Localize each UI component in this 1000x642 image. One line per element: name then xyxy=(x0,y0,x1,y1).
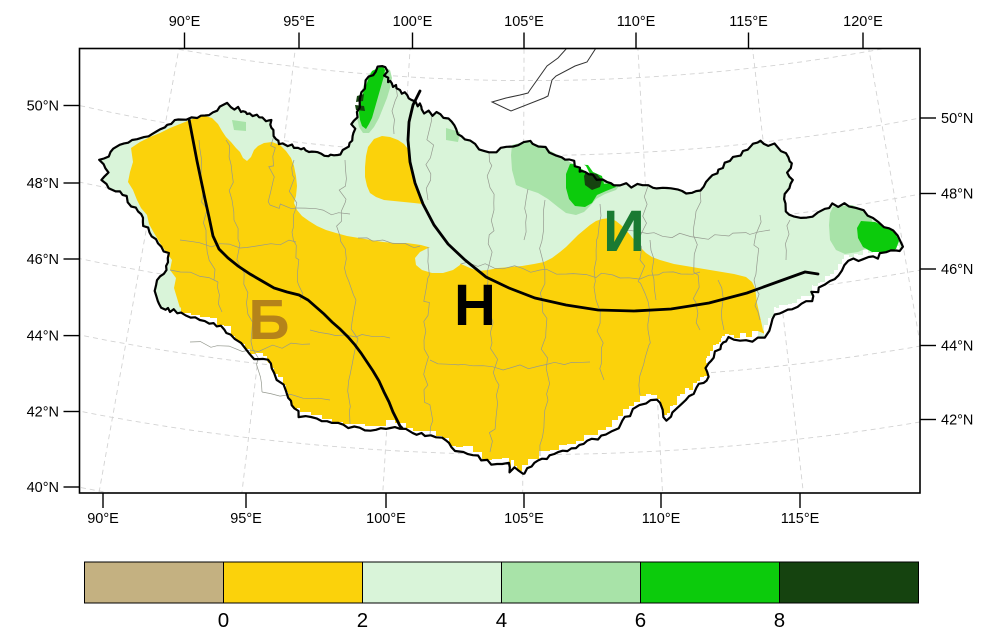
svg-text:48°N: 48°N xyxy=(941,187,973,203)
svg-text:Б: Б xyxy=(249,288,290,352)
svg-text:0: 0 xyxy=(218,609,229,632)
svg-text:40°N: 40°N xyxy=(27,480,59,496)
svg-text:44°N: 44°N xyxy=(27,329,59,345)
svg-text:115°E: 115°E xyxy=(729,14,768,30)
svg-text:100°E: 100°E xyxy=(366,511,406,527)
svg-text:90°E: 90°E xyxy=(87,511,119,527)
svg-text:4: 4 xyxy=(496,609,507,632)
svg-text:110°E: 110°E xyxy=(642,511,681,527)
svg-text:6: 6 xyxy=(635,609,646,632)
svg-text:8: 8 xyxy=(774,609,785,632)
svg-text:44°N: 44°N xyxy=(941,339,973,355)
svg-text:95°E: 95°E xyxy=(230,511,262,527)
svg-text:95°E: 95°E xyxy=(283,14,315,30)
svg-text:105°E: 105°E xyxy=(504,511,544,527)
svg-text:120°E: 120°E xyxy=(843,14,883,30)
svg-text:90°E: 90°E xyxy=(169,14,201,30)
svg-text:105°E: 105°E xyxy=(504,14,544,30)
svg-text:50°N: 50°N xyxy=(941,111,973,127)
svg-text:Н: Н xyxy=(454,273,496,338)
svg-text:46°N: 46°N xyxy=(27,252,59,268)
svg-text:42°N: 42°N xyxy=(941,413,973,429)
svg-text:46°N: 46°N xyxy=(941,262,973,278)
svg-text:И: И xyxy=(603,199,645,264)
svg-text:50°N: 50°N xyxy=(27,99,59,115)
svg-text:42°N: 42°N xyxy=(27,405,59,421)
svg-text:115°E: 115°E xyxy=(781,511,820,527)
svg-text:2: 2 xyxy=(357,609,368,632)
svg-text:100°E: 100°E xyxy=(393,14,433,30)
svg-text:110°E: 110°E xyxy=(617,14,656,30)
svg-text:48°N: 48°N xyxy=(27,176,59,192)
